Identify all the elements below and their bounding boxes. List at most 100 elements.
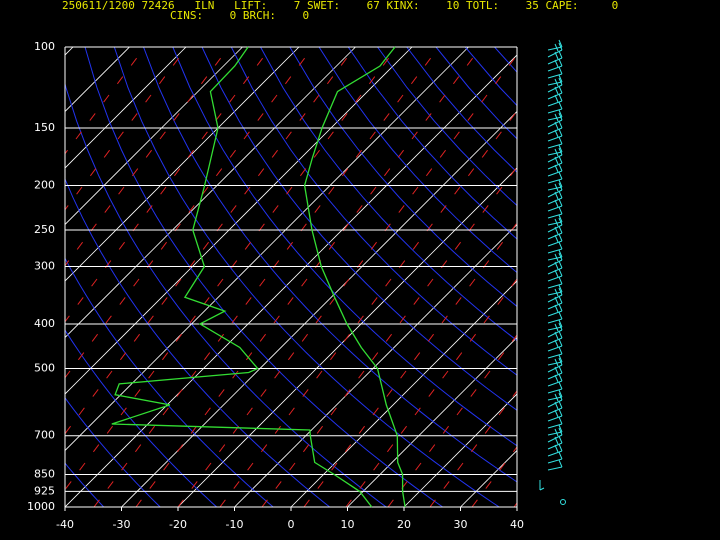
moist-line <box>177 54 517 507</box>
y-tick-label: 850 <box>34 468 55 481</box>
y-tick-label: 200 <box>34 178 55 191</box>
dry-adiabat <box>230 47 517 376</box>
barb-staff <box>547 213 563 219</box>
barb-staff <box>547 450 563 457</box>
barb-flag <box>558 214 563 223</box>
barb-flag <box>558 163 563 172</box>
dry-adiabat <box>582 47 720 507</box>
moist-line <box>65 47 356 435</box>
moist-line <box>556 47 720 507</box>
barb-flag <box>554 199 559 208</box>
barb-flag <box>558 451 563 460</box>
barb-flag <box>554 374 559 383</box>
barb-flag <box>554 78 559 87</box>
barb-flag <box>558 322 563 331</box>
barb-staff <box>547 466 563 471</box>
dry-adiabat <box>260 47 517 342</box>
barb-flag <box>554 129 559 138</box>
barb-flag <box>558 408 563 417</box>
dry-adiabat <box>143 47 517 483</box>
barb-staff <box>547 318 563 324</box>
moist-line <box>387 334 517 507</box>
barb-staff <box>547 259 563 268</box>
moist-line <box>65 47 146 155</box>
barb-flag <box>558 42 563 51</box>
barb-flag <box>554 331 559 340</box>
barb-flag <box>554 358 559 367</box>
x-tick-label: 20 <box>397 518 411 531</box>
barb-staff <box>547 396 563 401</box>
y-tick-label: 500 <box>34 362 55 375</box>
y-tick-label: 1000 <box>27 500 55 513</box>
barb-flag <box>554 191 559 200</box>
barb-flag <box>554 226 559 235</box>
barb-flag <box>558 389 563 398</box>
moist-line <box>345 278 517 507</box>
barb-staff <box>547 310 563 317</box>
barb-flag <box>558 144 563 153</box>
y-tick-label: 150 <box>34 121 55 134</box>
x-tick-label: 30 <box>454 518 468 531</box>
barb-flag <box>558 268 563 277</box>
dry-adiabat <box>289 47 517 308</box>
barb-flag <box>558 252 563 261</box>
barb-staff <box>547 353 563 359</box>
barb-staff <box>547 256 563 261</box>
barb-flag <box>554 43 559 52</box>
barb-staff <box>547 186 563 191</box>
x-tick-label: -10 <box>226 518 244 531</box>
barb-staff <box>547 100 563 107</box>
x-tick-label: 10 <box>341 518 355 531</box>
barb-flag <box>558 39 563 48</box>
dry-adiabat <box>612 47 720 507</box>
barb-staff <box>547 423 563 429</box>
moist-line <box>513 502 517 507</box>
isotherm <box>347 336 517 507</box>
barb-flag <box>554 401 559 410</box>
barb-flag <box>554 59 559 68</box>
barb-flag <box>554 436 559 445</box>
barb-flag <box>558 190 563 199</box>
x-tick-label: -30 <box>113 518 131 531</box>
dry-adiabat <box>65 81 387 507</box>
calm-circle <box>560 499 566 505</box>
isotherm <box>234 223 517 507</box>
barb-flag <box>554 94 559 103</box>
barb-flag <box>554 296 559 305</box>
barb-flag <box>558 225 563 234</box>
dry-adiabat <box>318 47 517 274</box>
barb-flag <box>558 416 563 425</box>
dry-adiabat <box>65 396 161 507</box>
x-tick-label: 40 <box>510 518 524 531</box>
barb-flag <box>558 249 563 258</box>
isotherm <box>65 47 300 282</box>
moist-line <box>303 222 517 507</box>
dry-adiabat <box>65 329 218 507</box>
barb-staff <box>547 364 563 373</box>
profile-line <box>111 46 373 508</box>
barb-staff <box>547 189 563 198</box>
y-tick-label: 100 <box>34 40 55 53</box>
isotherm <box>516 506 517 507</box>
barb-flag <box>558 85 563 94</box>
y-tick-label: 925 <box>34 484 55 497</box>
barb-staff <box>547 151 563 156</box>
barb-staff <box>547 361 563 366</box>
barb-flag <box>558 241 563 250</box>
moist-line <box>219 110 517 507</box>
barb-staff <box>547 240 563 247</box>
barb-flag <box>558 373 563 382</box>
barb-flag <box>558 147 563 156</box>
barb-flag <box>558 66 563 75</box>
barb-staff <box>547 221 563 226</box>
barb-flag <box>558 93 563 102</box>
barb-staff <box>547 154 563 163</box>
barb-flag <box>554 304 559 313</box>
barb-flag <box>554 428 559 437</box>
isotherm <box>177 167 517 507</box>
x-tick-label: 0 <box>288 518 295 531</box>
barb-flag <box>558 276 563 285</box>
barb-flag <box>554 253 559 262</box>
